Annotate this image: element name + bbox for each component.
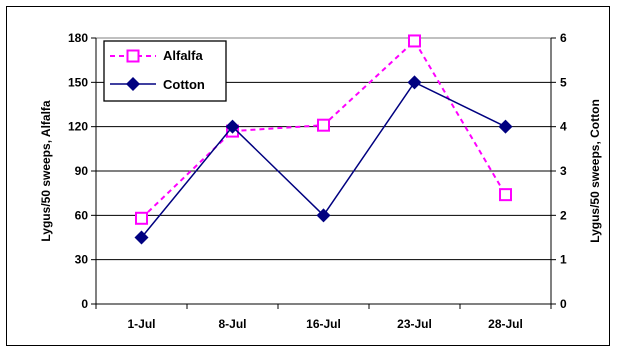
right-tick-label: 6: [560, 31, 567, 45]
left-tick-label: 150: [68, 75, 88, 89]
data-point-cotton: [134, 230, 149, 245]
left-tick-label: 120: [68, 120, 88, 134]
left-tick-label: 30: [75, 253, 89, 267]
right-tick-label: 0: [560, 297, 567, 311]
left-axis-title: Lygus/50 sweeps, Alfalfa: [39, 100, 53, 241]
right-tick-label: 4: [560, 120, 567, 134]
data-point-alfalfa: [317, 118, 330, 132]
left-axis: 0 30 60 90 120 150 180: [68, 31, 97, 311]
data-point-alfalfa: [408, 34, 421, 48]
legend-marker-cotton: [126, 77, 140, 91]
legend-marker-alfalfa: [126, 49, 140, 63]
x-tick-label: 16-Jul: [306, 317, 341, 331]
x-tick-label: 1-Jul: [127, 317, 155, 331]
data-point-cotton: [225, 119, 240, 134]
left-tick-label: 180: [68, 31, 88, 45]
x-axis: 1-Jul 8-Jul 16-Jul 23-Jul 28-Jul: [95, 303, 552, 331]
legend-label-cotton: Cotton: [163, 77, 205, 92]
data-point-cotton: [407, 75, 422, 90]
legend: Alfalfa Cotton: [103, 40, 227, 102]
right-tick-label: 3: [560, 164, 567, 178]
data-point-cotton: [498, 119, 513, 134]
left-tick-label: 60: [75, 208, 89, 222]
left-tick-label: 90: [75, 164, 89, 178]
data-point-alfalfa: [499, 188, 512, 202]
right-tick-label: 2: [560, 208, 567, 222]
x-tick-label: 28-Jul: [488, 317, 523, 331]
x-tick-label: 8-Jul: [218, 317, 246, 331]
right-tick-label: 1: [560, 253, 567, 267]
left-tick-label: 0: [81, 297, 88, 311]
data-point-cotton: [316, 208, 331, 223]
x-tick-label: 23-Jul: [397, 317, 432, 331]
data-point-alfalfa: [135, 211, 148, 225]
legend-box: [103, 40, 227, 102]
right-axis-title: Lygus/50 sweeps, Cotton: [588, 99, 602, 243]
right-tick-label: 5: [560, 75, 567, 89]
right-axis: 0 1 2 3 4 5 6: [550, 31, 567, 311]
series-layer: [134, 34, 513, 245]
legend-label-alfalfa: Alfalfa: [163, 48, 204, 63]
